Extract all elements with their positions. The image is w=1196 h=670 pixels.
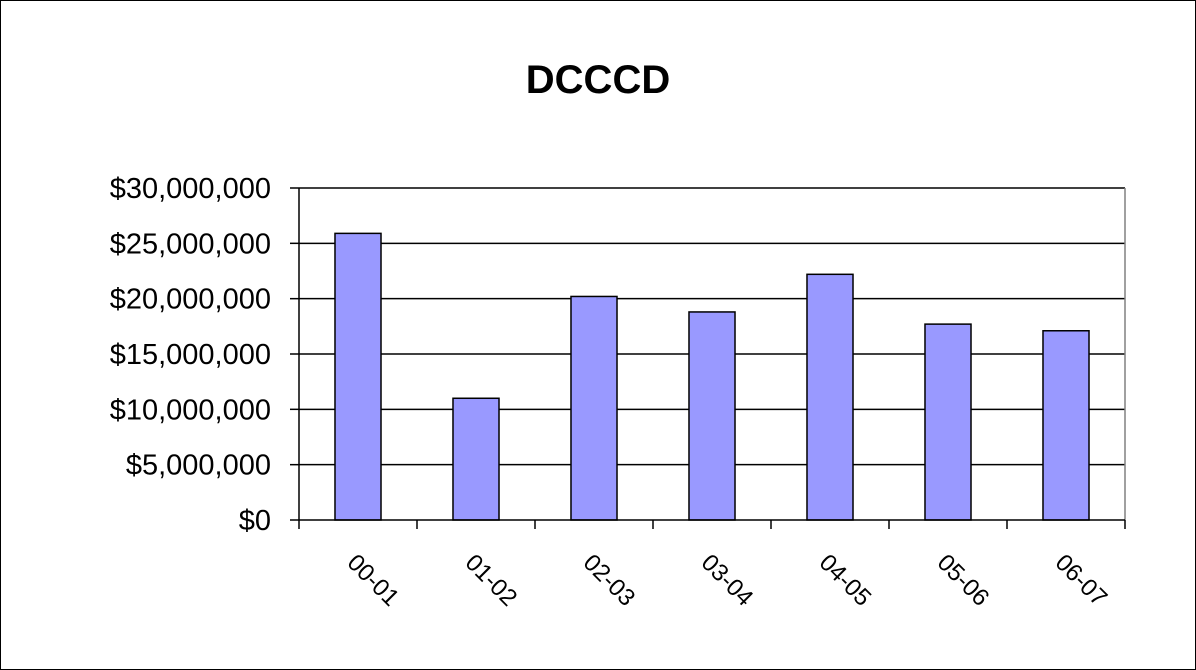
x-tick-label: 03-04 bbox=[696, 549, 759, 612]
y-tick-labels: $0 $5,000,000 $10,000,000 $15,000,000 $20,00… bbox=[110, 173, 271, 537]
bar bbox=[806, 273, 854, 521]
y-tick-label: $5,000,000 bbox=[126, 450, 271, 482]
x-tick-label: 04-05 bbox=[814, 549, 877, 612]
bar bbox=[1042, 330, 1090, 521]
y-tick-label: $20,000,000 bbox=[110, 284, 271, 316]
chart-title: DCCCD bbox=[526, 58, 670, 102]
y-tick-label: $25,000,000 bbox=[110, 228, 271, 260]
axes bbox=[290, 187, 1126, 529]
bar bbox=[570, 295, 618, 521]
x-tick-labels: 00-01 01-02 02-03 03-04 04-05 05-06 06-07 bbox=[342, 549, 1113, 612]
x-tick-label: 06-07 bbox=[1050, 549, 1113, 612]
bars bbox=[334, 232, 1090, 521]
x-tick-label: 02-03 bbox=[578, 549, 641, 612]
y-tick-label: $30,000,000 bbox=[110, 173, 271, 205]
y-tick-label: $0 bbox=[239, 505, 271, 537]
y-tick-label: $10,000,000 bbox=[110, 394, 271, 426]
x-tick-label: 01-02 bbox=[460, 549, 523, 612]
y-tick-label: $15,000,000 bbox=[110, 339, 271, 371]
bar bbox=[924, 323, 972, 521]
bar bbox=[334, 232, 382, 521]
bar bbox=[688, 311, 736, 521]
bar bbox=[452, 397, 500, 521]
x-tick-label: 00-01 bbox=[342, 549, 405, 612]
x-tick-label: 05-06 bbox=[932, 549, 995, 612]
